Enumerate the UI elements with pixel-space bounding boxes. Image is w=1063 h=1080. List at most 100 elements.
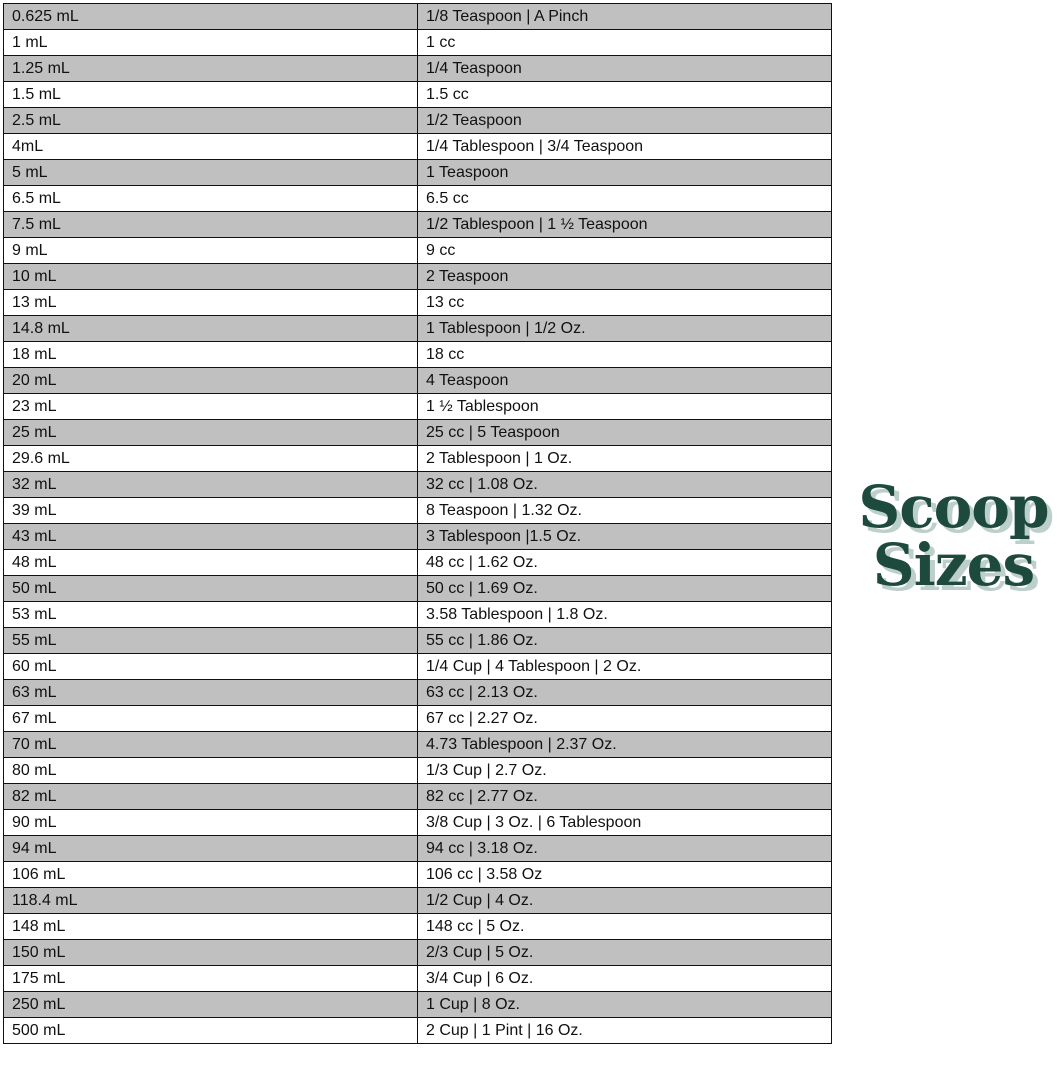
equivalent-cell: 1/4 Teaspoon [417, 55, 832, 82]
equivalent-cell: 1.5 cc [417, 81, 832, 108]
equivalent-cell: 4 Teaspoon [417, 367, 832, 394]
equivalent-cell: 1 Tablespoon | 1/2 Oz. [417, 315, 832, 342]
equivalent-cell: 1/4 Tablespoon | 3/4 Teaspoon [417, 133, 832, 160]
metric-volume-cell: 63 mL [3, 679, 418, 706]
table-row: 32 mL 32 cc | 1.08 Oz. [3, 471, 832, 498]
equivalent-cell: 18 cc [417, 341, 832, 368]
metric-volume-cell: 150 mL [3, 939, 418, 966]
table-row: 1.5 mL 1.5 cc [3, 81, 832, 108]
metric-volume-cell: 94 mL [3, 835, 418, 862]
metric-volume-cell: 5 mL [3, 159, 418, 186]
table-row: 10 mL 2 Teaspoon [3, 263, 832, 290]
equivalent-cell: 25 cc | 5 Teaspoon [417, 419, 832, 446]
metric-volume-cell: 50 mL [3, 575, 418, 602]
title-line-2: Sizes [872, 531, 1035, 599]
table-row: 148 mL 148 cc | 5 Oz. [3, 913, 832, 940]
table-row: 6.5 mL 6.5 cc [3, 185, 832, 212]
table-row: 1 mL 1 cc [3, 29, 832, 56]
table-row: 4mL 1/4 Tablespoon | 3/4 Teaspoon [3, 133, 832, 160]
metric-volume-cell: 29.6 mL [3, 445, 418, 472]
table-row: 1.25 mL 1/4 Teaspoon [3, 55, 832, 82]
equivalent-cell: 2 Tablespoon | 1 Oz. [417, 445, 832, 472]
table-row: 13 mL 13 cc [3, 289, 832, 316]
table-row: 0.625 mL 1/8 Teaspoon | A Pinch [3, 3, 832, 30]
equivalent-cell: 6.5 cc [417, 185, 832, 212]
equivalent-cell: 9 cc [417, 237, 832, 264]
equivalent-cell: 48 cc | 1.62 Oz. [417, 549, 832, 576]
equivalent-cell: 3 Tablespoon |1.5 Oz. [417, 523, 832, 550]
table-row: 94 mL 94 cc | 3.18 Oz. [3, 835, 832, 862]
scoop-sizes-logo: Scoop Sizes [846, 478, 1061, 594]
metric-volume-cell: 67 mL [3, 705, 418, 732]
equivalent-cell: 2/3 Cup | 5 Oz. [417, 939, 832, 966]
equivalent-cell: 94 cc | 3.18 Oz. [417, 835, 832, 862]
metric-volume-cell: 10 mL [3, 263, 418, 290]
table-row: 80 mL 1/3 Cup | 2.7 Oz. [3, 757, 832, 784]
table-row: 106 mL 106 cc | 3.58 Oz [3, 861, 832, 888]
metric-volume-cell: 25 mL [3, 419, 418, 446]
equivalent-cell: 8 Teaspoon | 1.32 Oz. [417, 497, 832, 524]
table-row: 150 mL 2/3 Cup | 5 Oz. [3, 939, 832, 966]
table-row: 60 mL 1/4 Cup | 4 Tablespoon | 2 Oz. [3, 653, 832, 680]
table-row: 67 mL 67 cc | 2.27 Oz. [3, 705, 832, 732]
table-row: 39 mL 8 Teaspoon | 1.32 Oz. [3, 497, 832, 524]
table-row: 23 mL 1 ½ Tablespoon [3, 393, 832, 420]
table-row: 250 mL 1 Cup | 8 Oz. [3, 991, 832, 1018]
table-row: 2.5 mL 1/2 Teaspoon [3, 107, 832, 134]
equivalent-cell: 2 Cup | 1 Pint | 16 Oz. [417, 1017, 832, 1044]
equivalent-cell: 13 cc [417, 289, 832, 316]
metric-volume-cell: 80 mL [3, 757, 418, 784]
equivalent-cell: 4.73 Tablespoon | 2.37 Oz. [417, 731, 832, 758]
table-row: 7.5 mL 1/2 Tablespoon | 1 ½ Teaspoon [3, 211, 832, 238]
table-row: 82 mL 82 cc | 2.77 Oz. [3, 783, 832, 810]
equivalent-cell: 1/3 Cup | 2.7 Oz. [417, 757, 832, 784]
equivalent-cell: 1/2 Teaspoon [417, 107, 832, 134]
equivalent-cell: 3.58 Tablespoon | 1.8 Oz. [417, 601, 832, 628]
equivalent-cell: 3/4 Cup | 6 Oz. [417, 965, 832, 992]
table-row: 20 mL 4 Teaspoon [3, 367, 832, 394]
metric-volume-cell: 55 mL [3, 627, 418, 654]
metric-volume-cell: 20 mL [3, 367, 418, 394]
table-row: 63 mL 63 cc | 2.13 Oz. [3, 679, 832, 706]
equivalent-cell: 148 cc | 5 Oz. [417, 913, 832, 940]
metric-volume-cell: 23 mL [3, 393, 418, 420]
metric-volume-cell: 9 mL [3, 237, 418, 264]
equivalent-cell: 82 cc | 2.77 Oz. [417, 783, 832, 810]
metric-volume-cell: 106 mL [3, 861, 418, 888]
equivalent-cell: 1 ½ Tablespoon [417, 393, 832, 420]
metric-volume-cell: 39 mL [3, 497, 418, 524]
metric-volume-cell: 1.5 mL [3, 81, 418, 108]
equivalent-cell: 67 cc | 2.27 Oz. [417, 705, 832, 732]
equivalent-cell: 1/2 Tablespoon | 1 ½ Teaspoon [417, 211, 832, 238]
metric-volume-cell: 82 mL [3, 783, 418, 810]
equivalent-cell: 1 Cup | 8 Oz. [417, 991, 832, 1018]
table-row: 43 mL 3 Tablespoon |1.5 Oz. [3, 523, 832, 550]
metric-volume-cell: 4mL [3, 133, 418, 160]
metric-volume-cell: 14.8 mL [3, 315, 418, 342]
title-line-1: Scoop [858, 473, 1049, 541]
table-row: 14.8 mL 1 Tablespoon | 1/2 Oz. [3, 315, 832, 342]
table-row: 5 mL 1 Teaspoon [3, 159, 832, 186]
metric-volume-cell: 0.625 mL [3, 3, 418, 30]
table-row: 70 mL 4.73 Tablespoon | 2.37 Oz. [3, 731, 832, 758]
metric-volume-cell: 148 mL [3, 913, 418, 940]
equivalent-cell: 3/8 Cup | 3 Oz. | 6 Tablespoon [417, 809, 832, 836]
metric-volume-cell: 32 mL [3, 471, 418, 498]
metric-volume-cell: 13 mL [3, 289, 418, 316]
metric-volume-cell: 43 mL [3, 523, 418, 550]
metric-volume-cell: 53 mL [3, 601, 418, 628]
metric-volume-cell: 6.5 mL [3, 185, 418, 212]
metric-volume-cell: 90 mL [3, 809, 418, 836]
metric-volume-cell: 7.5 mL [3, 211, 418, 238]
metric-volume-cell: 48 mL [3, 549, 418, 576]
table-row: 118.4 mL 1/2 Cup | 4 Oz. [3, 887, 832, 914]
equivalent-cell: 63 cc | 2.13 Oz. [417, 679, 832, 706]
table-row: 175 mL 3/4 Cup | 6 Oz. [3, 965, 832, 992]
table-row: 90 mL 3/8 Cup | 3 Oz. | 6 Tablespoon [3, 809, 832, 836]
metric-volume-cell: 60 mL [3, 653, 418, 680]
metric-volume-cell: 18 mL [3, 341, 418, 368]
equivalent-cell: 50 cc | 1.69 Oz. [417, 575, 832, 602]
equivalent-cell: 1 cc [417, 29, 832, 56]
equivalent-cell: 1/4 Cup | 4 Tablespoon | 2 Oz. [417, 653, 832, 680]
metric-volume-cell: 500 mL [3, 1017, 418, 1044]
